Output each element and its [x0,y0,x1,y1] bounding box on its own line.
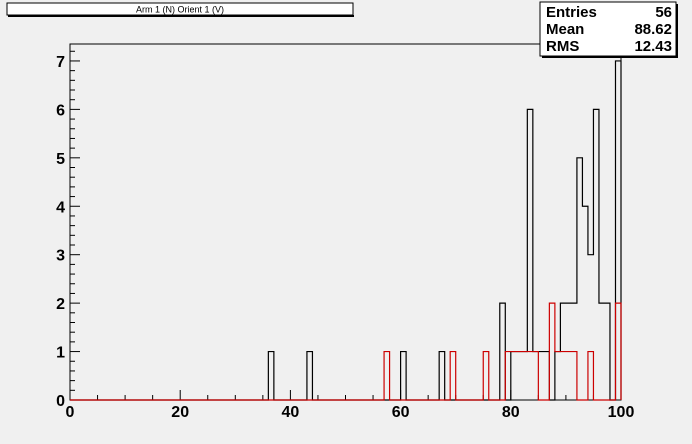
histogram-series-2-bin [527,352,533,400]
y-tick-label: 6 [56,102,65,119]
histogram-series-1-bin [268,352,274,400]
histogram-series-2-bin [566,352,572,400]
y-tick-label: 3 [56,248,65,265]
histogram-series-1-bin [582,206,588,400]
x-tick-label: 100 [608,404,635,421]
y-tick-label: 2 [56,296,65,313]
histogram-series-2-bin [533,352,539,400]
x-tick-label: 80 [502,404,520,421]
histogram-series-2-bin [549,303,555,400]
histogram-series-1-bin [401,352,407,400]
x-tick-label: 40 [282,404,300,421]
histogram-series-2-bin [516,352,522,400]
histogram-series-2-bin [384,352,390,400]
histogram-series-1-bin [307,352,313,400]
histogram-series-2-bin [522,352,528,400]
histogram-series-1-outline [70,60,622,401]
histogram-series-1-bin [604,303,610,400]
histogram-series-1-bin [577,158,583,400]
chart-title: Arm 1 (N) Orient 1 (V) [136,5,224,15]
histogram-series-2-outline [70,302,622,401]
histogram-series-2-bin [483,352,489,400]
y-tick-label: 5 [56,151,65,168]
stats-rms-label: RMS [546,38,579,55]
histogram-series-2-bin [615,303,621,400]
x-tick-label: 0 [66,404,75,421]
stats-box: Entries 56 Mean 88.62 RMS 12.43 [539,1,678,58]
y-tick-label: 1 [56,345,65,362]
x-tick-label: 60 [392,404,410,421]
series-group [70,60,622,401]
histogram-series-2-bin [555,352,561,400]
y-tick-label: 0 [56,393,65,410]
x-tick-label: 20 [171,404,189,421]
histogram-series-1-bin [500,303,506,400]
stats-box-bg [539,1,677,57]
histogram-series-2-bin [511,352,517,400]
title-box: Arm 1 (N) Orient 1 (V) [6,2,354,17]
histogram-series-1-bin [599,303,605,400]
stats-mean-value: 88.62 [634,21,672,38]
stats-rms-value: 12.43 [634,38,672,55]
plot-frame [69,43,622,401]
x-tick-labels: 0 20 40 60 80 100 [66,404,635,421]
histogram-series-2-bin [571,352,577,400]
histogram-series-1-bin [593,109,599,400]
stats-entries-label: Entries [546,4,597,21]
histogram-series-2-bin [450,352,456,400]
histogram-series-1-bin [439,352,445,400]
y-axis [70,50,80,401]
histogram-series-2-bin [588,352,594,400]
stats-mean-label: Mean [546,21,584,38]
stats-entries-value: 56 [655,4,672,21]
y-tick-label: 7 [56,54,65,71]
histogram-series-2-bin [560,352,566,400]
y-tick-label: 4 [56,199,65,216]
histogram-series-1-bin [544,352,550,400]
histogram-series-1-bin [538,352,544,400]
y-tick-labels: 0 1 2 3 4 5 6 7 [56,54,65,410]
histogram-series-2-bin [505,352,511,400]
